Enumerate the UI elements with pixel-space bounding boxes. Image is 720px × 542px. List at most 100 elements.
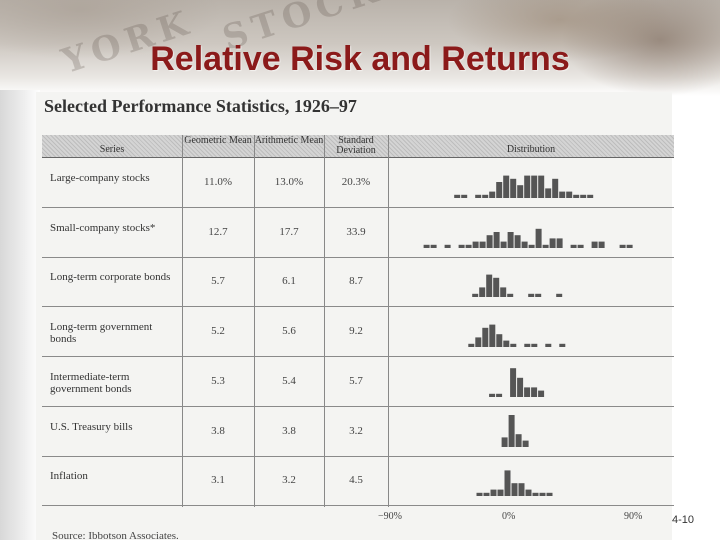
histogram-bar	[556, 238, 563, 248]
row-arithmetic-value: 3.2	[282, 474, 296, 487]
histogram-bar	[475, 194, 482, 198]
histogram-bar	[423, 244, 430, 248]
header-distribution: Distribution	[506, 144, 556, 155]
histogram-bar	[501, 436, 508, 447]
row-std-dev-value: 33.9	[346, 225, 366, 238]
histogram-bar	[535, 228, 542, 248]
histogram-bar	[496, 182, 503, 198]
histogram-bar	[528, 244, 535, 248]
histogram-bar	[489, 393, 496, 397]
slide-title: Relative Risk and Returns	[150, 40, 570, 78]
row-series-name: Inflation	[50, 470, 88, 483]
row-std-dev-value: 3.2	[349, 424, 363, 437]
histogram-bar	[532, 492, 539, 497]
row-distribution-histogram	[423, 228, 633, 248]
histogram-bar	[444, 244, 451, 248]
source-note: Source: Ibbotson Associates.	[52, 530, 179, 542]
histogram-bar	[461, 194, 468, 198]
histogram-bar	[482, 194, 489, 198]
histogram-bar	[566, 191, 573, 198]
table-header: Series Geometric Mean Arithmetic Mean St…	[42, 135, 674, 158]
row-distribution-histogram	[472, 274, 563, 298]
histogram-bar	[493, 231, 500, 248]
row-arithmetic-value: 5.6	[282, 325, 296, 338]
table-row: Intermediate-term government bonds 5.3 5.4…	[42, 357, 674, 407]
histogram-bar	[546, 492, 553, 497]
column-divider	[388, 135, 389, 507]
row-geometric-value: 5.2	[211, 325, 225, 338]
histogram-bar	[476, 492, 483, 497]
column-divider	[182, 135, 183, 507]
histogram-bar	[472, 241, 479, 248]
histogram-bar	[573, 194, 580, 198]
histogram-bar	[580, 194, 587, 198]
header-arithmetic-mean: Arithmetic Mean	[254, 135, 324, 146]
row-std-dev-value: 20.3%	[341, 176, 371, 188]
histogram-bar	[524, 343, 531, 348]
row-geometric-value: 12.7	[208, 225, 228, 238]
row-geometric-value: 11.0%	[203, 176, 232, 188]
row-std-dev-value: 8.7	[349, 275, 363, 288]
histogram-bar	[510, 178, 517, 198]
histogram-bar	[587, 194, 594, 198]
histogram-bar	[535, 294, 542, 298]
histogram-bar	[525, 489, 532, 497]
header-photo-banner: YORK STOCK	[0, 0, 720, 96]
histogram-bar	[500, 287, 507, 298]
row-distribution-histogram	[489, 367, 545, 397]
histogram-bar	[496, 393, 503, 397]
row-arithmetic-value: 17.7	[279, 225, 299, 238]
table-row: Inflation 3.1 3.2 4.5	[42, 456, 674, 507]
histogram-bar	[497, 489, 504, 497]
histogram-bar	[556, 294, 563, 298]
column-divider	[254, 135, 255, 507]
histogram-bar	[479, 287, 486, 298]
row-std-dev-value: 4.5	[349, 474, 363, 487]
histogram-bar	[517, 377, 524, 397]
histogram-bar	[531, 175, 538, 198]
header-series: Series	[99, 144, 125, 155]
histogram-bar	[503, 340, 510, 348]
row-series-name: Long-term government bonds	[50, 321, 153, 346]
row-series-name: U.S. Treasury bills	[50, 420, 133, 433]
row-geometric-value: 5.7	[211, 275, 225, 288]
row-std-dev-value: 9.2	[349, 325, 363, 338]
histogram-bar	[591, 241, 598, 248]
histogram-bar	[539, 492, 546, 497]
row-arithmetic-value: 6.1	[282, 275, 296, 288]
row-geometric-value: 5.3	[211, 374, 225, 387]
histogram-bar	[559, 191, 566, 198]
table-row: Small-company stocks* 12.7 17.7 33.9	[42, 208, 674, 258]
histogram-bar	[619, 244, 626, 248]
histogram-bar	[570, 244, 577, 248]
histogram-bar	[524, 387, 531, 397]
row-geometric-value: 3.1	[211, 474, 225, 487]
row-distribution-histogram	[501, 414, 529, 447]
header-standard-deviation: Standard Deviation	[336, 135, 376, 156]
row-distribution-histogram	[468, 324, 566, 348]
column-divider	[324, 135, 325, 507]
histogram-bar	[522, 440, 529, 447]
histogram-bar	[598, 241, 605, 248]
histogram-bar	[486, 234, 493, 248]
histogram-bar	[472, 294, 479, 298]
histogram-bar	[510, 343, 517, 348]
row-distribution-histogram	[476, 470, 553, 497]
histogram-bar	[479, 241, 486, 248]
row-geometric-value: 3.8	[211, 424, 225, 437]
histogram-bar	[514, 234, 521, 248]
histogram-bar	[482, 327, 489, 348]
histogram-bar	[511, 483, 518, 497]
row-series-name: Long-term corporate bonds	[50, 271, 171, 284]
row-arithmetic-value: 3.8	[282, 424, 296, 437]
histogram-bar	[483, 492, 490, 497]
row-series-name: Intermediate-term government bonds	[50, 370, 132, 395]
histogram-bar	[454, 194, 461, 198]
slide-number: 4-10	[672, 514, 695, 526]
histogram-bar	[500, 241, 507, 248]
histogram-bar	[545, 188, 552, 198]
histogram-bar	[552, 178, 559, 198]
axis-label-left: −90%	[378, 511, 402, 522]
histogram-bar	[465, 244, 472, 248]
histogram-bar	[521, 241, 528, 248]
